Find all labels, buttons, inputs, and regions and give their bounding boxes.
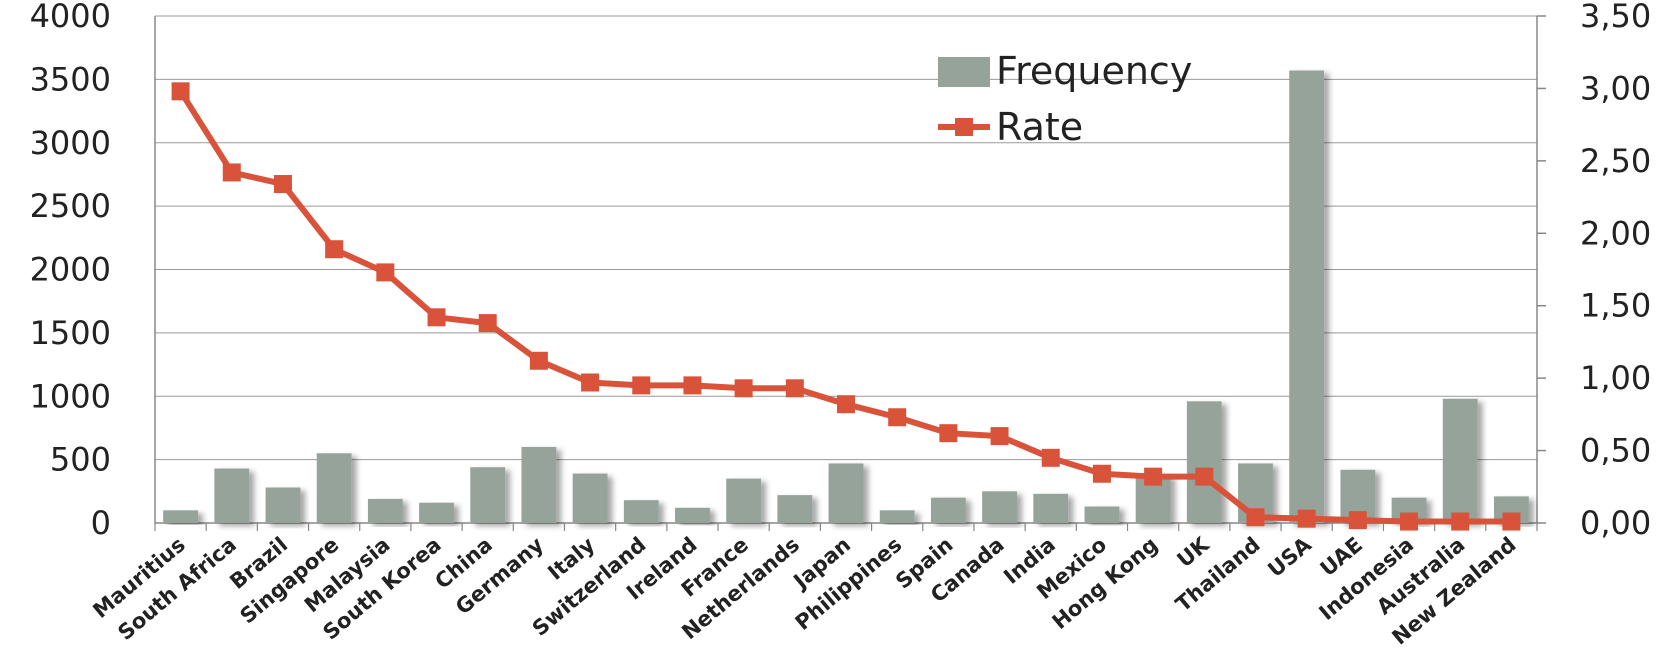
rate-marker (734, 379, 753, 398)
y-right-tick-label: 0,50 (1580, 432, 1651, 470)
y-left-tick-label: 0 (91, 504, 111, 542)
y-left-tick-label: 500 (50, 441, 111, 479)
x-category-label: USA (1263, 532, 1316, 582)
frequency-bar (623, 500, 659, 523)
frequency-bar (675, 507, 710, 523)
legend-frequency-label: Frequency (996, 49, 1192, 93)
legend-frequency-swatch (938, 57, 990, 87)
frequency-bar (521, 446, 557, 523)
frequency-bar (726, 478, 762, 523)
y-left-tick-label: 3000 (30, 124, 111, 162)
frequency-bar (470, 467, 506, 523)
y-left-tick-label: 2500 (30, 187, 111, 225)
frequency-bar (419, 502, 454, 523)
y-right-tick-label: 2,00 (1580, 214, 1651, 252)
rate-marker (1246, 508, 1265, 527)
rate-line (171, 82, 1521, 531)
frequency-bars (163, 70, 1529, 523)
legend: Frequency Rate (938, 49, 1192, 149)
frequency-bar (1186, 401, 1222, 523)
frequency-bar (1442, 398, 1478, 523)
frequency-bar (163, 510, 198, 523)
frequency-bar (930, 497, 966, 523)
y-right-tick-label: 1,50 (1580, 287, 1651, 325)
frequency-bar (1289, 70, 1325, 523)
rate-marker (376, 263, 395, 282)
rate-marker (1144, 467, 1163, 486)
rate-marker (427, 308, 446, 327)
rate-marker (939, 424, 958, 443)
rate-marker (1451, 512, 1470, 531)
rate-marker (478, 314, 497, 333)
rate-marker (632, 376, 651, 395)
rate-marker (581, 373, 600, 392)
axes (154, 15, 1546, 531)
rate-marker (1400, 512, 1419, 531)
y-right-tick-label: 1,00 (1580, 359, 1651, 397)
legend-rate-label: Rate (996, 105, 1083, 149)
y-left-tick-label: 1500 (30, 314, 111, 352)
y-left-tick-label: 1000 (30, 377, 111, 415)
y-left-tick-label: 3500 (30, 60, 111, 98)
rate-marker (888, 408, 907, 427)
frequency-bar (1033, 493, 1069, 523)
rate-marker (785, 379, 804, 398)
y-left-tick-label: 4000 (30, 0, 111, 35)
grid-lines (155, 15, 1537, 461)
rate-marker (683, 376, 702, 395)
rate-marker (273, 175, 292, 194)
rate-marker (222, 163, 241, 182)
y-right-tick-label: 3,50 (1580, 0, 1651, 35)
rate-marker (529, 351, 548, 370)
frequency-bar (828, 463, 864, 523)
frequency-bar (214, 468, 250, 523)
y-right-tick-label: 0,00 (1580, 504, 1651, 542)
rate-marker (1195, 467, 1214, 486)
frequency-bar (265, 487, 301, 523)
y-left-tick-label: 2000 (30, 251, 111, 289)
rate-marker (325, 240, 344, 259)
rate-marker (1092, 464, 1111, 483)
legend-rate-marker (955, 118, 973, 136)
rate-marker (1297, 509, 1316, 528)
rate-marker (1502, 512, 1521, 531)
tick-labels: 0 500 1000 1500 2000 2500 3000 3500 4000 0,00 0,50… (30, 0, 1652, 650)
frequency-bar (777, 495, 813, 523)
rate-marker (837, 395, 855, 414)
rate-marker (990, 427, 1009, 446)
frequency-bar (879, 510, 915, 523)
frequency-bar (982, 491, 1017, 523)
frequency-bar (316, 453, 352, 523)
rate-marker (1041, 448, 1060, 467)
y-right-tick-label: 2,50 (1580, 142, 1651, 180)
rate-marker (1348, 511, 1367, 530)
frequency-bar (572, 473, 608, 523)
rate-marker (171, 82, 190, 101)
frequency-bar (367, 498, 403, 523)
y-right-tick-label: 3,00 (1580, 69, 1651, 107)
frequency-bar (1084, 506, 1120, 523)
